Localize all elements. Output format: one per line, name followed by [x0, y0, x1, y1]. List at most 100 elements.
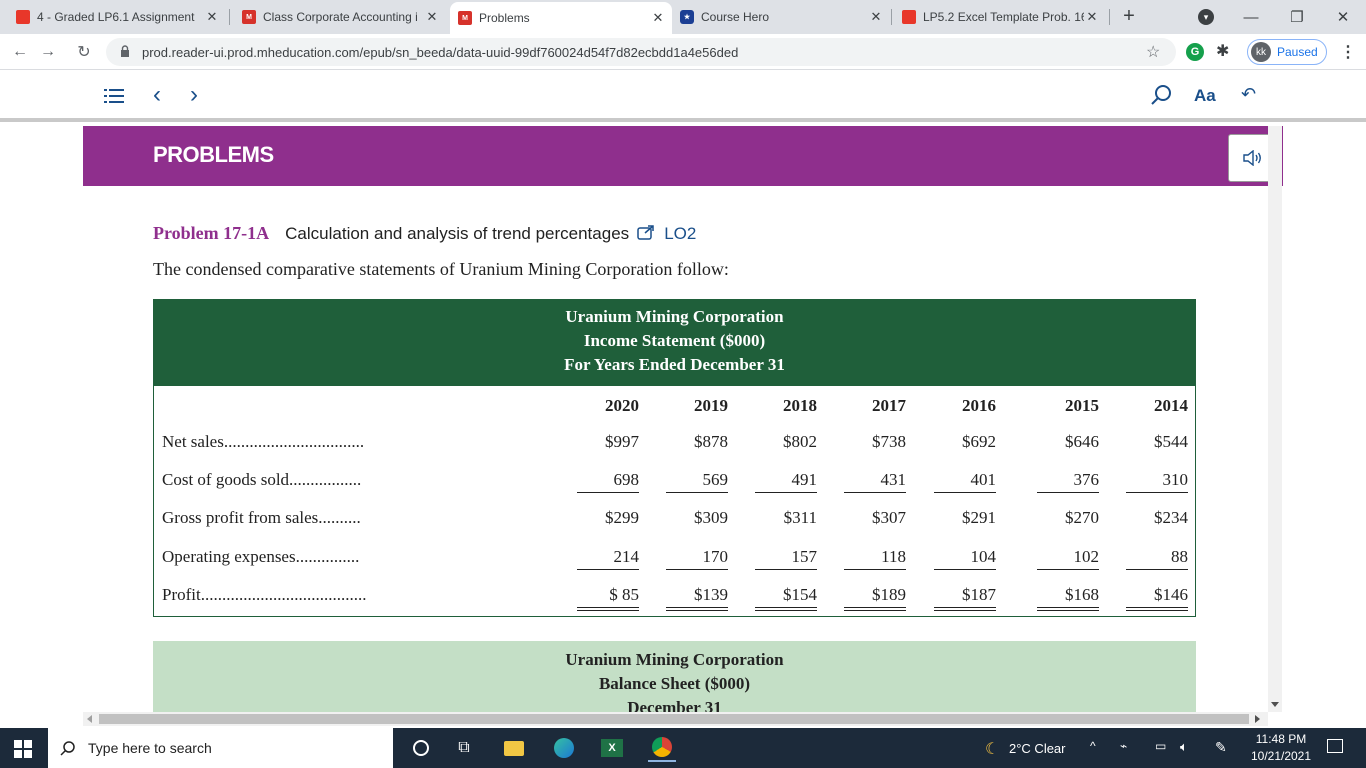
- underline: [755, 607, 817, 608]
- row-label: Operating expenses...............: [162, 547, 360, 566]
- scroll-left-icon[interactable]: [87, 715, 92, 723]
- weather-moon-icon: ☾: [985, 741, 1000, 758]
- task-view-icon[interactable]: ⧉: [458, 739, 470, 756]
- underline: [934, 492, 996, 493]
- tab-class-corporate[interactable]: M Class Corporate Accounting i ✕: [234, 0, 446, 34]
- url-text: prod.reader-ui.prod.mheducation.com/epub…: [142, 45, 739, 60]
- search-icon[interactable]: [1149, 83, 1173, 107]
- windows-start-icon[interactable]: [14, 740, 32, 758]
- back-icon[interactable]: ←: [12, 43, 28, 60]
- table-cell: 310: [1162, 470, 1189, 489]
- return-arrow-icon[interactable]: ↶: [1241, 84, 1257, 104]
- year-header: 2017: [872, 396, 906, 415]
- edge-browser-icon[interactable]: [550, 734, 578, 762]
- underline: [577, 607, 639, 608]
- table-cell: $997: [605, 432, 639, 451]
- table-cell: 214: [613, 547, 640, 566]
- underline: [577, 492, 639, 493]
- table-cell: $154: [783, 585, 817, 604]
- scroll-down-icon[interactable]: [1271, 702, 1279, 707]
- table-cell: $802: [783, 432, 817, 451]
- volume-icon[interactable]: 🔈︎: [1180, 739, 1188, 754]
- tab-search-icon[interactable]: ▾: [1198, 9, 1214, 25]
- excel-icon[interactable]: X: [598, 734, 626, 762]
- file-explorer-icon[interactable]: [500, 734, 528, 762]
- statement-title: Income Statement ($000): [583, 331, 766, 350]
- year-header: 2016: [962, 396, 996, 415]
- lock-icon: [121, 45, 129, 57]
- learning-objective: LO2: [664, 224, 697, 243]
- reload-icon[interactable]: ↻: [77, 44, 91, 61]
- chrome-icon[interactable]: [648, 734, 676, 762]
- table-cell: 118: [881, 547, 906, 566]
- cortana-icon[interactable]: [407, 734, 435, 762]
- window-close-icon[interactable]: ✕: [1336, 9, 1350, 26]
- mcgraw-hill-icon: M: [458, 11, 472, 25]
- address-bar: ← → ↻ prod.reader-ui.prod.mheducation.co…: [0, 34, 1366, 70]
- vertical-scrollbar[interactable]: [1268, 126, 1282, 712]
- tab-title: 4 - Graded LP6.1 Assignment: [37, 10, 195, 24]
- table-cell: 401: [970, 470, 997, 489]
- url-bar[interactable]: prod.reader-ui.prod.mheducation.com/epub…: [106, 38, 1176, 66]
- underline: [755, 492, 817, 493]
- close-icon[interactable]: ✕: [870, 9, 882, 24]
- pen-icon[interactable]: ✎: [1215, 739, 1227, 755]
- close-icon[interactable]: ✕: [1086, 9, 1098, 24]
- bookmark-star-icon[interactable]: ☆: [1146, 44, 1161, 61]
- underline: [666, 492, 728, 493]
- clock-date[interactable]: 10/21/2021: [1250, 749, 1312, 763]
- forward-icon[interactable]: →: [40, 43, 56, 60]
- table-of-contents-icon[interactable]: [104, 88, 124, 104]
- menu-dots-icon[interactable]: ⋮: [1340, 44, 1356, 61]
- table-cell: 431: [880, 470, 907, 489]
- minimize-icon[interactable]: —: [1243, 8, 1259, 26]
- mcgraw-hill-icon: M: [242, 10, 256, 24]
- restore-icon[interactable]: ❐: [1290, 9, 1304, 26]
- tab-lp52-excel[interactable]: LP5.2 Excel Template Prob. 16 ✕: [894, 0, 1106, 34]
- underline: [1037, 610, 1099, 611]
- table-cell: $878: [694, 432, 728, 451]
- close-icon[interactable]: ✕: [652, 10, 664, 25]
- table-cell: $646: [1065, 432, 1099, 451]
- previous-page-icon[interactable]: ‹: [153, 81, 161, 108]
- horizontal-scrollbar[interactable]: [83, 712, 1268, 726]
- scroll-thumb[interactable]: [99, 714, 1249, 724]
- tab-graded-lp6[interactable]: 4 - Graded LP6.1 Assignment ✕: [8, 0, 226, 34]
- table-cell: $189: [872, 585, 906, 604]
- table-cell: 157: [791, 547, 818, 566]
- show-hidden-icons[interactable]: ^: [1090, 739, 1096, 753]
- search-icon: [60, 741, 75, 756]
- weather-text[interactable]: 2°C Clear: [1009, 741, 1066, 756]
- profile-button[interactable]: kk Paused: [1247, 39, 1327, 65]
- table-cell: 88: [1171, 547, 1188, 566]
- battery-icon[interactable]: ▭: [1155, 739, 1167, 753]
- underline: [934, 610, 996, 611]
- year-header: 2018: [783, 396, 817, 415]
- new-tab-button[interactable]: +: [1123, 5, 1135, 27]
- tab-problems[interactable]: M Problems ✕: [450, 2, 672, 34]
- text-size-button[interactable]: Aa: [1194, 86, 1216, 105]
- statement-period: For Years Ended December 31: [564, 355, 785, 374]
- taskbar-search[interactable]: Type here to search: [48, 728, 393, 768]
- grammarly-icon[interactable]: G: [1186, 43, 1204, 61]
- spreadsheet-link-icon[interactable]: [637, 225, 655, 241]
- statement-period: December 31: [627, 698, 722, 712]
- close-icon[interactable]: ✕: [206, 9, 218, 24]
- close-icon[interactable]: ✕: [426, 9, 438, 24]
- search-placeholder: Type here to search: [88, 740, 212, 756]
- tab-course-hero[interactable]: ★ Course Hero ✕: [672, 0, 890, 34]
- next-page-icon[interactable]: ›: [190, 81, 198, 108]
- underline: [666, 610, 728, 611]
- table-cell: 376: [1073, 470, 1100, 489]
- notifications-icon[interactable]: [1327, 739, 1343, 753]
- tab-title: Class Corporate Accounting i: [263, 10, 418, 24]
- extensions-puzzle-icon[interactable]: ✱: [1216, 43, 1230, 60]
- network-icon[interactable]: ⌁: [1120, 739, 1128, 753]
- scroll-right-icon[interactable]: [1255, 715, 1260, 723]
- clock-time[interactable]: 11:48 PM: [1255, 732, 1307, 746]
- underline: [1037, 607, 1099, 608]
- table-cell: $187: [962, 585, 996, 604]
- problem-title: Calculation and analysis of trend percen…: [285, 224, 630, 243]
- underline: [1037, 492, 1099, 493]
- tab-strip: 4 - Graded LP6.1 Assignment ✕ M Class Co…: [0, 0, 1366, 34]
